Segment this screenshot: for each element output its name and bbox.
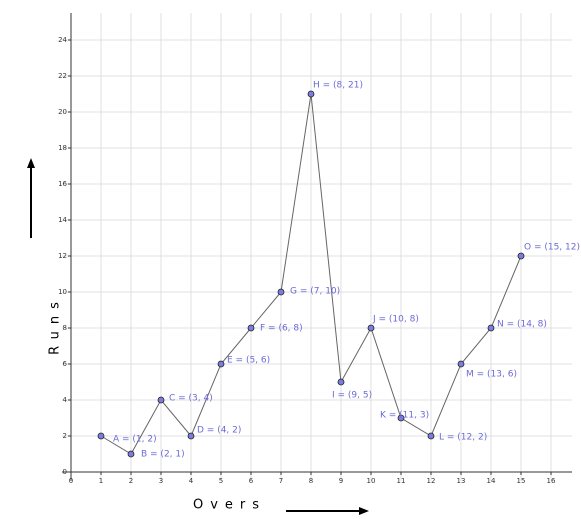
point-label: I = (9, 5) — [332, 391, 372, 401]
x-tick-label: 9 — [339, 477, 343, 485]
y-tick-label: 8 — [63, 324, 67, 332]
y-axis-label: Runs — [48, 295, 63, 355]
point-label: D = (4, 2) — [197, 426, 241, 436]
y-tick-label: 20 — [58, 108, 67, 116]
data-point — [307, 90, 315, 98]
point-label: C = (3, 4) — [169, 394, 213, 404]
point-label: M = (13, 6) — [466, 370, 517, 380]
data-point — [367, 324, 375, 332]
data-point — [277, 288, 285, 296]
y-arrow-head — [27, 158, 35, 168]
y-tick-label: 6 — [63, 360, 68, 368]
point-label: L = (12, 2) — [439, 433, 487, 443]
point-label: H = (8, 21) — [313, 81, 363, 91]
data-point — [127, 450, 135, 458]
data-point — [217, 360, 225, 368]
data-point — [457, 360, 465, 368]
x-tick-label: 3 — [159, 477, 163, 485]
data-point — [187, 432, 195, 440]
data-point — [247, 324, 255, 332]
x-tick-label: 8 — [309, 477, 313, 485]
point-label: F = (6, 8) — [260, 324, 303, 334]
x-tick-label: 4 — [189, 477, 194, 485]
point-label: K = (11, 3) — [380, 411, 429, 421]
x-tick-label: 6 — [249, 477, 254, 485]
y-tick-label: 18 — [58, 144, 67, 152]
x-tick-label: 11 — [397, 477, 406, 485]
point-label: A = (1, 2) — [113, 435, 157, 445]
x-axis-label: Overs — [193, 498, 266, 513]
x-arrow-head — [359, 507, 369, 515]
x-tick-label: 13 — [457, 477, 466, 485]
point-label: B = (2, 1) — [141, 450, 185, 460]
y-tick-label: 10 — [58, 288, 67, 296]
data-point — [157, 396, 165, 404]
x-tick-label: 2 — [129, 477, 133, 485]
x-tick-label: 14 — [487, 477, 496, 485]
x-tick-label: 15 — [517, 477, 526, 485]
y-tick-label: 2 — [63, 432, 67, 440]
x-tick-label: 7 — [279, 477, 283, 485]
data-point — [337, 378, 345, 386]
data-point — [427, 432, 435, 440]
point-label: E = (5, 6) — [227, 356, 270, 366]
y-tick-label: 4 — [63, 396, 68, 404]
y-tick-label: 12 — [58, 252, 67, 260]
x-tick-label: 16 — [547, 477, 556, 485]
point-label: O = (15, 12) — [524, 243, 580, 253]
point-label: N = (14, 8) — [497, 320, 547, 330]
y-tick-label: 14 — [58, 216, 67, 224]
x-tick-label: 1 — [99, 477, 103, 485]
y-tick-label: 24 — [58, 36, 67, 44]
point-label: J = (10, 8) — [372, 315, 419, 325]
y-tick-label: 16 — [58, 180, 67, 188]
x-tick-label: 10 — [367, 477, 376, 485]
data-point — [397, 414, 405, 422]
data-point — [487, 324, 495, 332]
data-point — [517, 252, 525, 260]
data-point — [97, 432, 105, 440]
y-tick-label: 22 — [58, 72, 67, 80]
x-tick-label: 12 — [427, 477, 436, 485]
x-tick-label: 5 — [219, 477, 223, 485]
point-label: G = (7, 10) — [290, 287, 340, 297]
